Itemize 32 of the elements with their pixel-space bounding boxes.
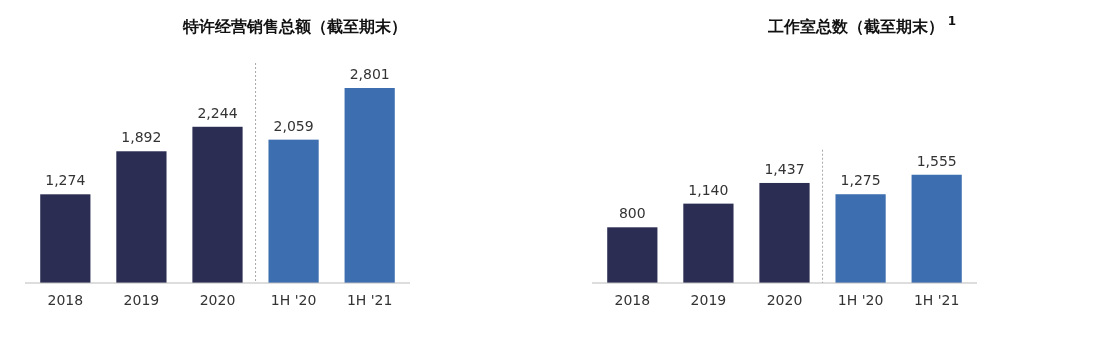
x-tick-label: 1H '21	[346, 292, 393, 308]
bar	[116, 151, 167, 283]
data-label: 1,437	[764, 160, 805, 177]
bar	[911, 174, 962, 283]
data-label: 2,244	[197, 104, 238, 121]
x-tick-label: 1H '21	[913, 292, 960, 308]
bar	[40, 194, 91, 283]
x-tick-label: 2019	[123, 292, 160, 308]
data-label: 1,274	[45, 172, 86, 189]
data-label: 1,555	[916, 152, 957, 169]
chart-title: 特许经营销售总额（截至期末）	[182, 17, 407, 36]
x-tick-label: 2018	[47, 292, 84, 308]
bar	[607, 227, 658, 283]
x-tick-label: 2018	[614, 292, 651, 308]
x-tick-label: 2020	[199, 292, 236, 308]
bar	[759, 182, 810, 283]
chart-title: 工作室总数（截至期末）$^{1}$	[766, 14, 957, 36]
bar	[268, 139, 319, 283]
bar	[192, 126, 243, 283]
data-label: 2,801	[349, 66, 390, 82]
data-label: 2,059	[273, 117, 314, 134]
x-tick-label: 2019	[690, 292, 727, 308]
bar	[683, 203, 734, 283]
bar	[835, 194, 886, 283]
data-label: 1,275	[840, 172, 881, 189]
bar	[344, 88, 395, 283]
x-tick-label: 1H '20	[270, 292, 317, 308]
data-label: 1,892	[121, 129, 162, 146]
data-label: 800	[618, 205, 646, 222]
data-label: 1,140	[688, 181, 729, 198]
x-tick-label: 2020	[766, 292, 803, 308]
x-tick-label: 1H '20	[837, 292, 884, 308]
